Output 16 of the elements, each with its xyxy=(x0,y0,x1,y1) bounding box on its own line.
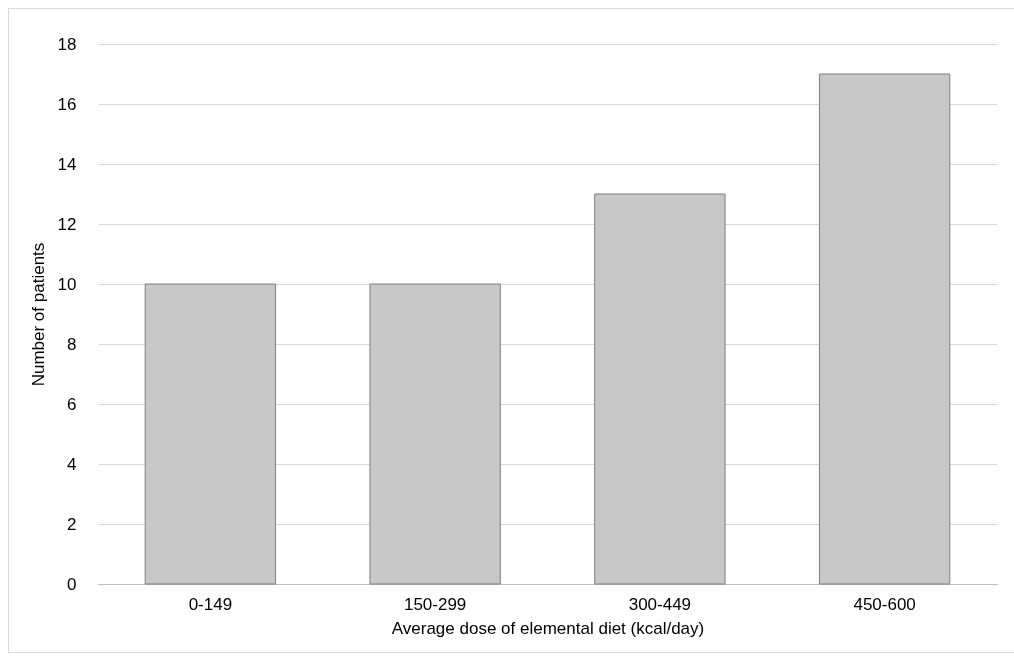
y-tick-label: 4 xyxy=(67,454,77,474)
x-axis-title: Average dose of elemental diet (kcal/day) xyxy=(391,618,705,638)
y-tick-label: 16 xyxy=(57,94,77,114)
y-tick-label: 12 xyxy=(57,214,77,234)
y-tick-label: 2 xyxy=(67,514,77,534)
x-tick-label: 0-149 xyxy=(188,594,233,614)
y-axis-title: Number of patients xyxy=(28,242,48,387)
y-tick-label: 14 xyxy=(57,154,77,174)
y-tick-label: 18 xyxy=(57,34,77,54)
y-tick-label: 0 xyxy=(67,574,77,594)
x-tick-label: 150-299 xyxy=(403,594,467,614)
x-tick-label: 450-600 xyxy=(853,594,916,614)
y-tick-label: 8 xyxy=(67,334,77,354)
x-tick-label: 300-449 xyxy=(628,594,692,614)
y-tick-label: 6 xyxy=(67,394,77,414)
y-tick-label: 10 xyxy=(57,274,77,294)
